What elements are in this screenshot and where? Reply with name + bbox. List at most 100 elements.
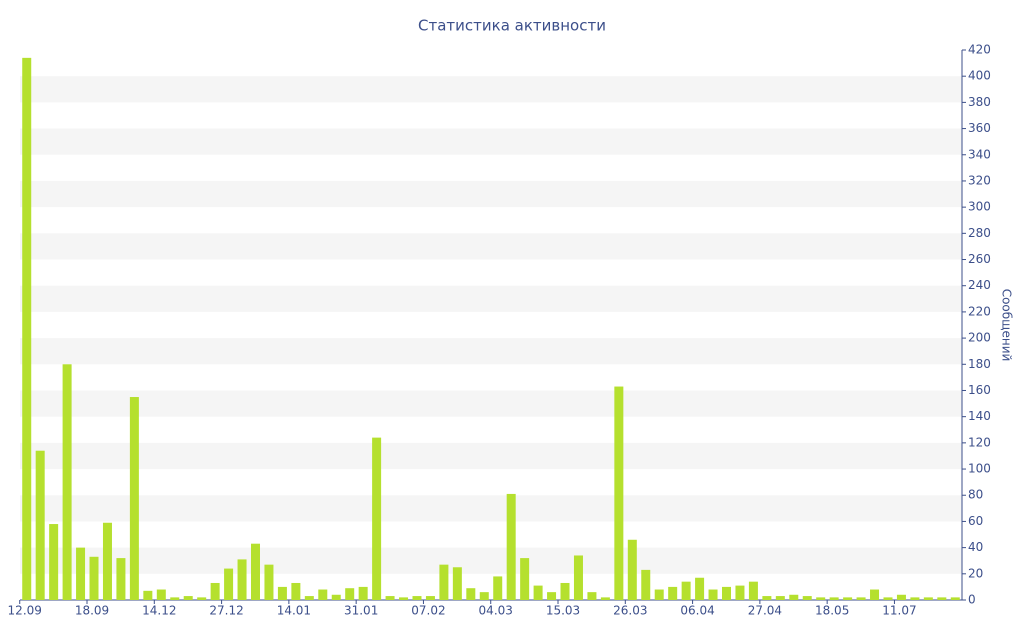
bar [143,590,153,600]
grid-stripe [20,76,962,103]
bar [573,555,583,600]
bar [345,588,355,600]
x-tick-label: 27.04 [748,604,782,618]
bar [748,581,758,600]
grid-stripe [20,442,962,470]
x-tick-label: 06.04 [680,604,714,618]
x-tick-label: 18.09 [75,604,109,618]
bar [627,539,637,600]
y-tick-label: 60 [968,514,983,528]
bar [735,585,745,600]
bar [89,556,99,600]
bar [399,597,409,600]
chart-title: Статистика активности [418,17,606,35]
bar [35,450,45,600]
y-axis-label: Сообщений [1000,289,1014,362]
bar [197,597,207,600]
bar [183,596,193,600]
bar [843,597,853,600]
y-tick-label: 40 [968,540,983,554]
bar [937,597,947,600]
grid-stripe [20,285,962,312]
bar [156,589,166,600]
grid-stripe [20,547,962,574]
bar [116,558,126,600]
bar [506,493,516,600]
grid-stripe [20,128,962,155]
y-tick-label: 140 [968,409,991,423]
bar [722,586,731,600]
grid-stripe [20,233,962,260]
bar [520,558,530,600]
bar [883,597,893,600]
bar [251,543,260,600]
bar [22,57,32,601]
bar [896,594,906,600]
bar [614,386,624,600]
bar [681,581,691,600]
bar [789,594,799,600]
x-tick-label: 31.01 [344,604,378,618]
bar [358,586,368,600]
x-tick-label: 18.05 [815,604,849,618]
bar [816,597,826,600]
y-tick-label: 80 [968,488,983,502]
bar [493,576,503,600]
grid-stripe [20,338,962,365]
bar [856,597,866,600]
bar [224,568,234,600]
bar [560,582,570,600]
bar [641,569,651,600]
x-tick-label: 27.12 [209,604,243,618]
x-tick-label: 11.07 [882,604,916,618]
bar [304,596,314,600]
y-tick-label: 200 [968,331,991,345]
bar [331,594,341,600]
grid-stripe [20,390,962,417]
y-tick-label: 220 [968,304,991,318]
grid-stripe [20,495,962,522]
bar [950,597,960,600]
y-tick-label: 160 [968,383,991,397]
bar [237,559,247,600]
y-tick-label: 400 [968,69,991,83]
y-tick-label: 180 [968,357,991,371]
bar [762,596,772,600]
bar [668,586,678,600]
y-tick-label: 320 [968,173,991,187]
y-tick-label: 20 [968,566,983,580]
x-tick-label: 26.03 [613,604,647,618]
bar [425,596,435,600]
bar [547,592,557,600]
bar [452,567,462,600]
y-tick-label: 360 [968,121,991,135]
bar [587,592,597,600]
y-tick-label: 340 [968,147,991,161]
x-tick-label: 14.12 [142,604,176,618]
x-tick-label: 04.03 [479,604,513,618]
bar [277,586,287,600]
bar [870,589,880,600]
bar [170,597,180,600]
bar [695,577,705,600]
bar [533,585,543,600]
bar [479,592,489,600]
bar [372,437,382,600]
y-tick-label: 300 [968,200,991,214]
x-tick-label: 15.03 [546,604,580,618]
bar [910,597,920,600]
x-tick-label: 12.09 [8,604,42,618]
bar [76,547,86,600]
bar [466,588,476,600]
bar [654,589,664,600]
y-tick-label: 380 [968,95,991,109]
bar [264,564,274,600]
grid-stripe [20,180,962,208]
y-tick-label: 120 [968,435,991,449]
bar [102,522,112,600]
bar [923,597,933,600]
y-tick-label: 0 [968,593,976,607]
bar [62,364,72,600]
bar [385,596,395,600]
